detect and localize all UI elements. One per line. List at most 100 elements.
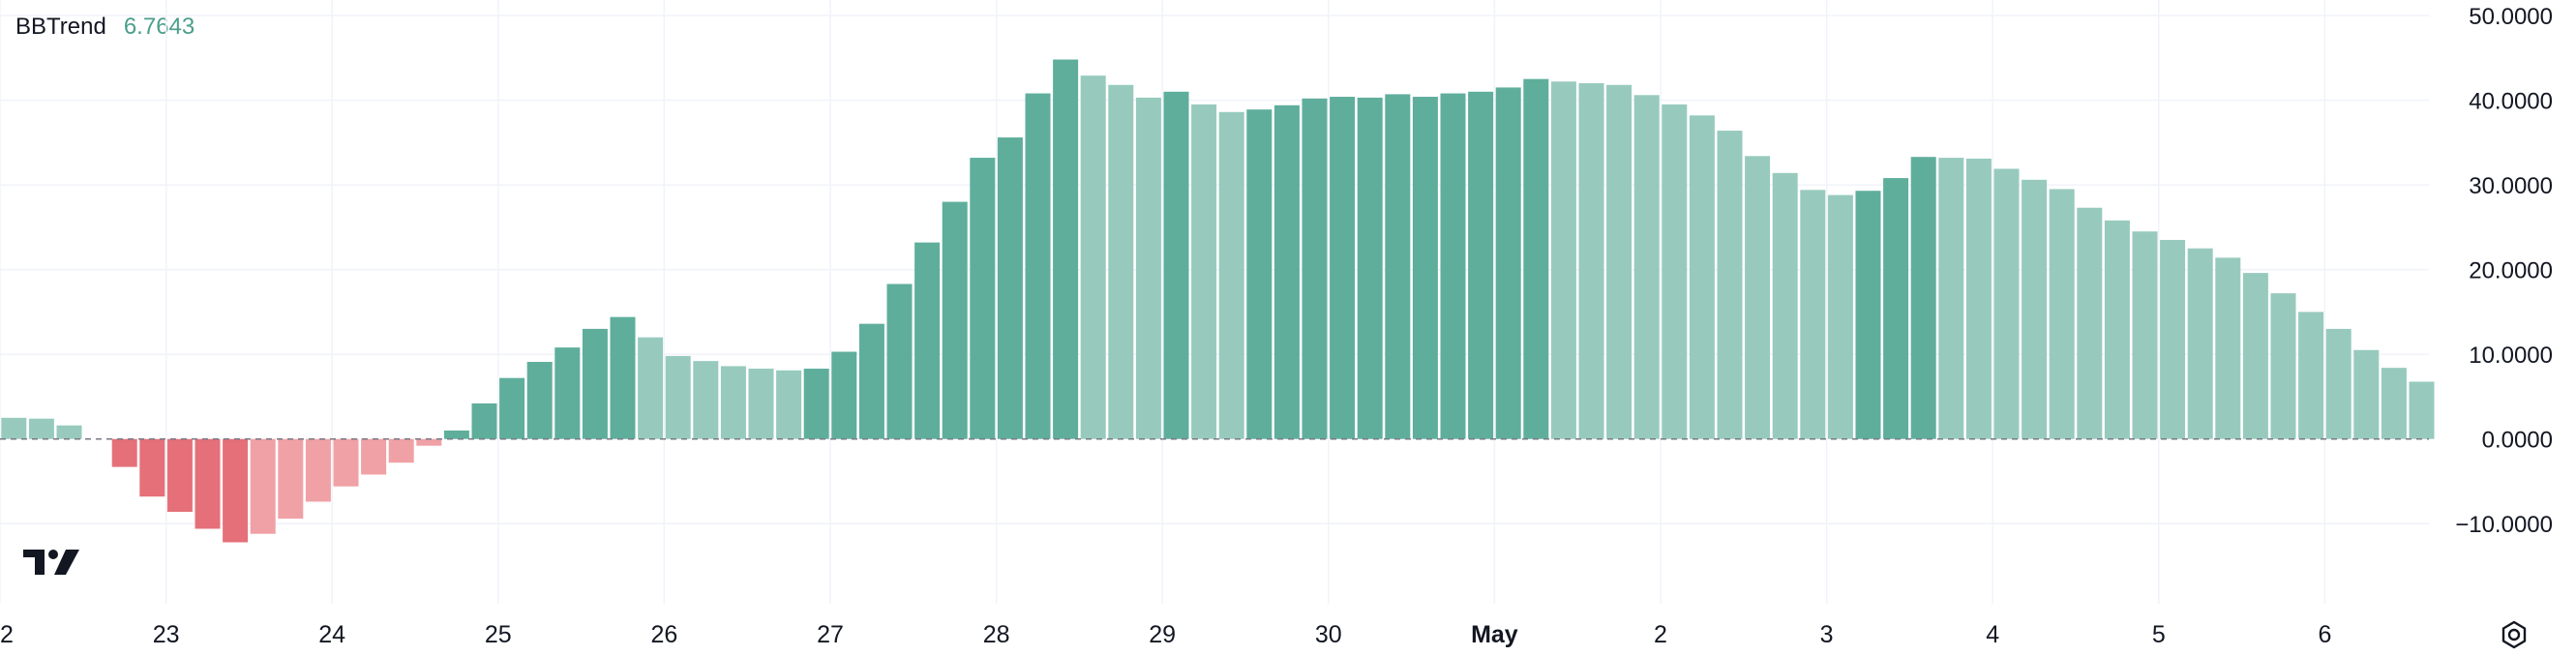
histogram-bar [1191, 104, 1217, 439]
histogram-bar [388, 438, 414, 463]
histogram-bar [111, 438, 137, 467]
histogram-bar [1385, 94, 1411, 439]
histogram-bar [2298, 312, 2324, 439]
histogram-bar [1855, 191, 1881, 439]
histogram-bar [499, 377, 525, 439]
x-tick-label: 30 [1315, 621, 1342, 648]
histogram-bar [28, 418, 54, 439]
histogram-bar [1357, 97, 1383, 439]
x-tick-label: 2 [1654, 621, 1667, 648]
histogram-bar [1910, 157, 1936, 439]
histogram-bar [1606, 84, 1632, 439]
histogram-bar [1025, 93, 1051, 439]
x-tick-label: 5 [2152, 621, 2166, 648]
histogram-bar [1745, 156, 1771, 439]
histogram-bar [1108, 84, 1134, 439]
histogram-bar [831, 351, 857, 439]
histogram-bar [195, 438, 221, 529]
histogram-bar [2325, 328, 2351, 439]
histogram-bar [1689, 115, 1715, 439]
y-tick-label: 0.0000 [2482, 428, 2553, 454]
x-tick-label: 29 [1149, 621, 1176, 648]
indicator-name: BBTrend [15, 14, 106, 40]
tradingview-logo-icon[interactable] [21, 548, 81, 581]
histogram-bar [1633, 95, 1660, 439]
x-axis[interactable]: 222324252627282930May23456 [0, 621, 2331, 648]
y-tick-label: 20.0000 [2469, 258, 2553, 284]
y-tick-label: −10.0000 [2455, 512, 2553, 538]
histogram-bar [2242, 273, 2268, 439]
histogram-bar [443, 430, 469, 439]
histogram-bar [693, 361, 719, 439]
histogram-bar [942, 201, 968, 439]
histogram-bar [2381, 368, 2407, 439]
histogram-bar [748, 369, 774, 439]
histogram-bar [2077, 207, 2103, 439]
histogram-bar [776, 370, 802, 439]
x-tick-label: 22 [0, 621, 14, 648]
y-axis[interactable]: 50.0000 40.0000 30.0000 20.0000 10.0000 0.000… [2455, 4, 2553, 538]
histogram-bar [720, 366, 746, 439]
y-tick-label: 30.0000 [2469, 173, 2553, 199]
histogram-bar [471, 403, 497, 439]
histogram-bar [56, 425, 82, 439]
histogram-bar [665, 355, 691, 439]
histogram-bar [2132, 231, 2158, 439]
histogram-bar [2409, 381, 2435, 439]
histogram-bar [2104, 220, 2130, 439]
histogram-bar [1412, 97, 1438, 439]
histogram-bar [1772, 172, 1798, 439]
histogram-bar [333, 438, 359, 487]
histogram-bar [1218, 111, 1244, 439]
histogram-bar [914, 242, 941, 439]
histogram-bar [1578, 83, 1604, 439]
histogram-bar [1135, 97, 1161, 439]
histogram-bars [1, 59, 2435, 543]
histogram-bar [2049, 189, 2075, 439]
histogram-bar [278, 438, 304, 519]
histogram-bar [1053, 59, 1079, 439]
histogram-bar [1, 417, 27, 439]
histogram-bar [858, 323, 884, 439]
y-tick-label: 40.0000 [2469, 89, 2553, 115]
histogram-bar [305, 438, 331, 502]
histogram-bar [638, 337, 664, 439]
histogram-bar [1495, 87, 1521, 439]
histogram-bar [1523, 78, 1549, 439]
grid-lines [0, 0, 2429, 604]
histogram-bar [1330, 97, 1356, 439]
x-tick-label: 27 [817, 621, 844, 648]
x-tick-label: 23 [153, 621, 180, 648]
histogram-bar [1550, 81, 1576, 439]
histogram-bar [2160, 239, 2186, 439]
histogram-bar [250, 438, 276, 534]
histogram-bar [223, 438, 249, 543]
indicator-legend[interactable]: BBTrend 6.7643 [15, 14, 195, 41]
x-tick-label: 4 [1986, 621, 1999, 648]
histogram-bar [2022, 179, 2048, 439]
histogram-bar [1080, 75, 1106, 439]
histogram-bar [1827, 194, 1853, 439]
histogram-bar [582, 328, 608, 439]
x-tick-label: 25 [485, 621, 512, 648]
histogram-bar [1163, 91, 1189, 439]
histogram-bar [2215, 257, 2241, 439]
x-tick-label: May [1471, 621, 1518, 648]
histogram-bar [1965, 158, 1992, 439]
y-tick-label: 50.0000 [2469, 4, 2553, 30]
x-tick-label: 3 [1820, 621, 1834, 648]
histogram-bar [554, 347, 581, 439]
histogram-bar [526, 362, 553, 439]
y-tick-label: 10.0000 [2469, 343, 2553, 369]
histogram-bar [1468, 91, 1494, 439]
histogram-bar [139, 438, 165, 497]
x-tick-label: 24 [318, 621, 345, 648]
histogram-bar [2187, 248, 2213, 439]
histogram-bar [416, 438, 442, 446]
histogram-bar [166, 438, 193, 512]
histogram-bar [803, 369, 829, 439]
histogram-bar [1302, 98, 1328, 439]
gear-icon[interactable] [2499, 619, 2530, 655]
histogram-bar [610, 316, 636, 439]
